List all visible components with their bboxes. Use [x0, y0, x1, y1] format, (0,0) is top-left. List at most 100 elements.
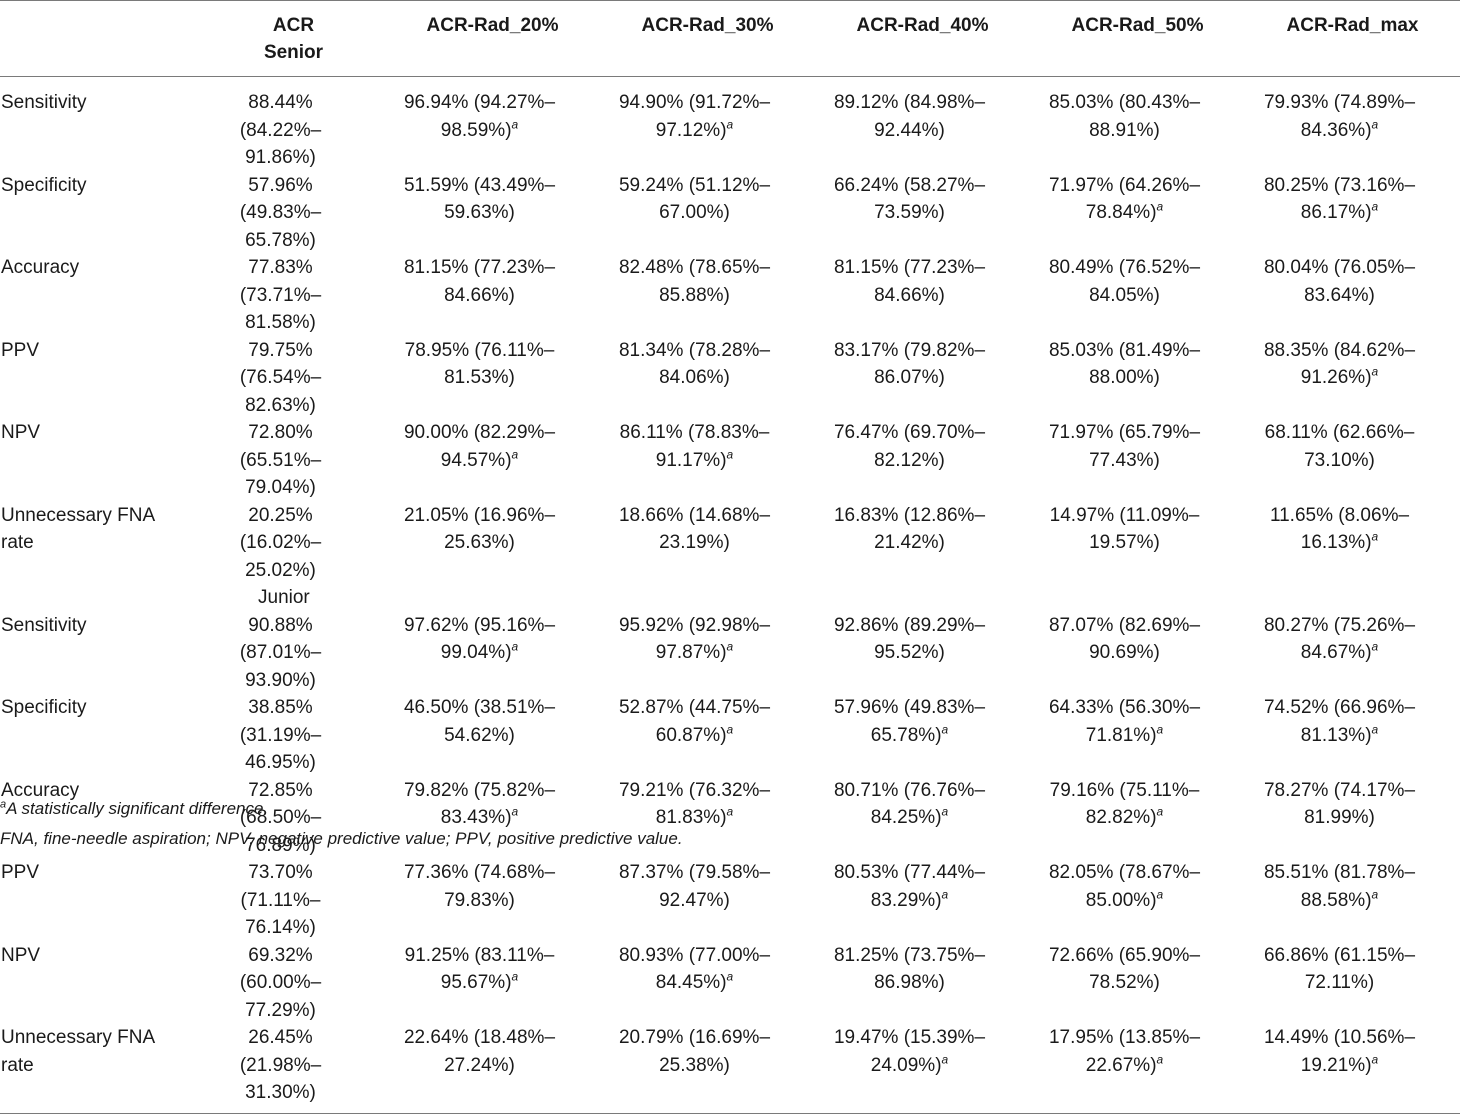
cell-value-line1: 96.94% (94.27%–: [403, 92, 556, 113]
row-label-line: rate: [1, 1054, 34, 1076]
cell-value-line2-wrap: 31.30%): [206, 1079, 385, 1107]
cell-value-line1: 79.75% (76.54%–: [239, 339, 322, 389]
table-cell: 71.97% (64.26%– 78.84%)a: [1030, 172, 1245, 255]
row-label: Sensitivity: [0, 612, 202, 695]
cell-value-line2: 97.12%): [655, 119, 727, 141]
cell-value-line2: 81.83%): [655, 807, 727, 828]
row-label: Specificity: [0, 694, 202, 777]
cell-value-line2: 91.26%): [1300, 367, 1372, 388]
table-cell: 88.35% (84.62%– 91.26%)a: [1245, 337, 1460, 420]
cell-value-line2: 84.25%): [870, 807, 942, 828]
cell-value-line2-wrap: 78.52%): [1034, 969, 1245, 997]
cell-value-line2: 25.02%): [245, 559, 316, 581]
cell-value-line2-wrap: 65.78%)a: [819, 722, 1030, 750]
cell-value-line2: 83.64%): [1304, 284, 1375, 306]
table-cell: 82.48% (78.65%– 85.88%): [600, 254, 815, 337]
table-cell: 14.49% (10.56%– 19.21%)a: [1245, 1024, 1460, 1114]
cell-value-line2-wrap: 88.58%)a: [1249, 887, 1460, 915]
cell-value-line1: 74.52% (66.96%–: [1263, 697, 1416, 718]
cell-value-line2-wrap: 97.87%)a: [604, 639, 815, 667]
column-header-1: ACR Senior: [202, 0, 385, 77]
table-cell: 87.37% (79.58%– 92.47%): [600, 859, 815, 942]
table-cell: 80.25% (73.16%– 86.17%)a: [1245, 172, 1460, 255]
cell-value-line2: 65.78%): [870, 724, 942, 746]
cell-value-line2-wrap: 83.64%): [1249, 282, 1460, 310]
table-cell: 97.62% (95.16%– 99.04%)a: [385, 612, 600, 695]
table-cell: 81.15% (77.23%– 84.66%): [815, 254, 1030, 337]
cell-value-line2-wrap: 19.21%)a: [1249, 1052, 1460, 1080]
cell-value-line1: 97.62% (95.16%–: [403, 614, 556, 636]
cell-value-line1: 69.32% (60.00%–: [239, 944, 322, 994]
cell-value-line2: 82.63%): [245, 394, 316, 416]
cell-value-line2-wrap: 88.00%): [1034, 364, 1245, 392]
cell-value-line1: 81.15% (77.23%–: [833, 257, 986, 278]
cell-value-line2-wrap: 72.11%): [1249, 969, 1460, 997]
cell-value-line2: 79.83%): [444, 889, 515, 911]
significance-marker: a: [511, 804, 519, 819]
significance-marker: a: [941, 887, 949, 902]
cell-value-line1: 85.51% (81.78%–: [1263, 862, 1416, 883]
cell-value-line2: 19.21%): [1300, 1054, 1372, 1076]
column-header-0: [0, 0, 202, 77]
table-cell: 89.12% (84.98%– 92.44%): [815, 77, 1030, 172]
cell-value-line2: 21.42%): [874, 532, 945, 553]
table-row: Accuracy 77.83% (73.71%– 81.58%) 81.15% (77…: [0, 254, 1460, 337]
cell-value-line2-wrap: 99.04%)a: [389, 639, 600, 667]
cell-value-line2-wrap: 86.98%): [819, 969, 1030, 997]
cell-value-line1: 73.70% (71.11%–: [240, 862, 321, 911]
cell-value-line2-wrap: 84.67%)a: [1249, 639, 1460, 667]
cell-value-line2: 73.59%): [874, 202, 945, 223]
table-cell: 85.03% (80.43%– 88.91%): [1030, 77, 1245, 172]
cell-value-line1: 85.03% (81.49%–: [1048, 339, 1201, 361]
significance-marker: a: [941, 1052, 949, 1067]
significance-marker: a: [1156, 722, 1164, 737]
cell-value-line2: 76.14%): [245, 917, 316, 938]
cell-value-line1: 89.12% (84.98%–: [833, 92, 986, 113]
column-header-line: ACR-Rad_20%: [426, 15, 559, 36]
cell-value-line2: 81.13%): [1300, 724, 1372, 746]
cell-value-line1: 80.27% (75.26%–: [1263, 614, 1416, 636]
cell-value-line2-wrap: 79.83%): [389, 887, 600, 915]
cell-value-line1: 19.47% (15.39%–: [833, 1027, 986, 1048]
column-header-3: ACR-Rad_30%: [600, 0, 815, 77]
cell-value-line1: 66.24% (58.27%–: [833, 174, 986, 196]
cell-value-line1: 17.95% (13.85%–: [1048, 1027, 1201, 1048]
table-cell: 80.93% (77.00%– 84.45%)a: [600, 942, 815, 1025]
table-cell: 72.66% (65.90%– 78.52%): [1030, 942, 1245, 1025]
table-cell: 51.59% (43.49%– 59.63%): [385, 172, 600, 255]
table-cell: 80.04% (76.05%– 83.64%): [1245, 254, 1460, 337]
cell-value-line2: 81.99%): [1304, 807, 1375, 828]
cell-value-line1: 59.24% (51.12%–: [618, 174, 771, 196]
table-row: PPV 73.70% (71.11%– 76.14%) 77.36% (74.68%–…: [0, 859, 1460, 942]
significance-marker: a: [726, 969, 734, 984]
table-cell: 11.65% (8.06%– 16.13%)a: [1245, 502, 1460, 585]
table-cell: 78.27% (74.17%– 81.99%): [1245, 777, 1460, 860]
cell-value-line1: 72.66% (65.90%–: [1048, 944, 1201, 966]
table-row: PPV 79.75% (76.54%– 82.63%) 78.95% (76.11%–…: [0, 337, 1460, 420]
cell-value-line2: 59.63%): [444, 202, 515, 223]
cell-value-line1: 20.79% (16.69%–: [618, 1027, 771, 1048]
table-cell: 77.83% (73.71%– 81.58%): [202, 254, 385, 337]
cell-value-line2: 88.91%): [1089, 119, 1160, 141]
cell-value-line2-wrap: 91.17%)a: [604, 447, 815, 475]
row-label-line: Specificity: [1, 697, 87, 718]
cell-value-line1: 83.17% (79.82%–: [833, 339, 986, 361]
row-label-line: Unnecessary FNA: [1, 1027, 156, 1048]
cell-value-line2: 95.52%): [874, 642, 945, 663]
cell-value-line2-wrap: 81.53%): [389, 364, 600, 392]
cell-value-line2-wrap: 82.12%): [819, 447, 1030, 475]
cell-value-line1: 82.05% (78.67%–: [1048, 862, 1201, 883]
table-cell: 81.25% (73.75%– 86.98%): [815, 942, 1030, 1025]
significance-marker: a: [1371, 364, 1379, 379]
significance-marker: a: [1371, 529, 1379, 544]
cell-value-line1: 64.33% (56.30%–: [1048, 697, 1201, 718]
cell-value-line2-wrap: 84.36%)a: [1249, 117, 1460, 145]
table-cell: 66.86% (61.15%– 72.11%): [1245, 942, 1460, 1025]
cell-value-line1: 78.95% (76.11%–: [404, 339, 555, 361]
cell-value-line2-wrap: 25.38%): [604, 1052, 815, 1080]
significance-marker: a: [726, 804, 734, 819]
column-header-line: ACR-Rad_50%: [1071, 15, 1204, 36]
cell-value-line1: 80.49% (76.52%–: [1048, 257, 1201, 278]
table-row: Unnecessary FNA rate 20.25% (16.02%– 25.02%…: [0, 502, 1460, 585]
cell-value-line2: 73.10%): [1304, 449, 1375, 471]
